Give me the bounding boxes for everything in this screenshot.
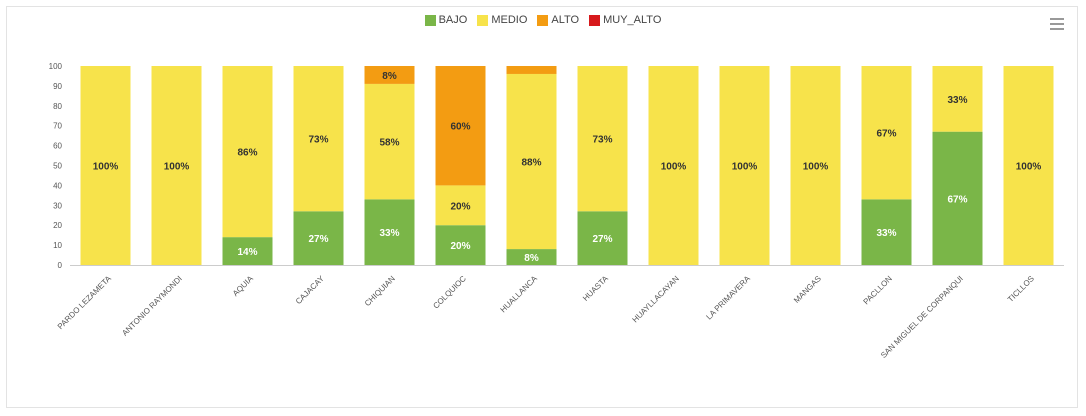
data-label: 88% (521, 158, 541, 169)
x-category-label: CHIQUIAN (363, 274, 397, 308)
legend-swatch (589, 14, 601, 26)
bar-segment-medio[interactable] (577, 66, 628, 212)
y-tick-label: 50 (53, 162, 62, 171)
legend-label: BAJO (438, 14, 468, 26)
data-label: 20% (450, 201, 470, 212)
x-category-label: COLQUIOC (431, 274, 468, 311)
x-category-label: HUASTA (581, 274, 610, 303)
legend-label: ALTO (551, 14, 580, 26)
x-category-label: LA PRIMAVERA (704, 274, 752, 322)
bar-segment-medio[interactable] (719, 66, 770, 265)
bar-segment-medio[interactable] (293, 66, 344, 212)
bar-segment-bajo[interactable] (293, 211, 344, 265)
legend-item-medio[interactable]: MEDIO (477, 14, 527, 26)
chart-legend: BAJO MEDIO ALTO MUY_ALTO (0, 14, 1086, 26)
bar-segment-medio[interactable] (435, 185, 486, 226)
legend-item-alto[interactable]: ALTO (537, 14, 579, 26)
x-category-label: SAN MIGUEL DE CORPANQUI (879, 274, 965, 360)
data-label: 100% (93, 162, 119, 173)
legend-swatch (537, 14, 549, 26)
data-label: 33% (379, 228, 399, 239)
data-label: 100% (164, 162, 190, 173)
bar-segment-bajo[interactable] (932, 131, 983, 265)
data-label: 100% (661, 162, 687, 173)
x-category-label: TICLLOS (1006, 274, 1036, 304)
x-category-label: AQUIA (231, 274, 255, 298)
bar-segment-bajo[interactable] (364, 199, 415, 265)
x-category-label: PARDO LEZAMETA (56, 274, 114, 332)
y-tick-label: 80 (53, 102, 62, 111)
data-label: 73% (308, 135, 328, 146)
y-tick-label: 100 (49, 62, 63, 71)
bar-segment-medio[interactable] (80, 66, 131, 265)
bar-segment-medio[interactable] (932, 66, 983, 132)
x-category-label: HUALLANCA (499, 274, 540, 315)
data-label: 8% (524, 253, 539, 264)
data-label: 100% (732, 162, 758, 173)
bar-segment-alto[interactable] (435, 66, 486, 186)
bar-segment-medio[interactable] (364, 83, 415, 200)
x-category-label: HUAYLLACAYAN (631, 274, 682, 325)
data-label: 20% (450, 241, 470, 252)
bar-segment-bajo[interactable] (435, 225, 486, 265)
bar-segment-alto[interactable] (506, 66, 557, 74)
y-tick-label: 70 (53, 122, 62, 131)
data-label: 86% (237, 148, 257, 159)
x-category-label: MANGAS (792, 274, 823, 305)
x-category-label: PACLLON (862, 274, 895, 307)
legend-label: MUY_ALTO (603, 14, 662, 26)
data-label: 73% (592, 135, 612, 146)
legend-label: MEDIO (491, 14, 528, 26)
bar-segment-medio[interactable] (648, 66, 699, 265)
bar-segment-medio[interactable] (222, 66, 273, 238)
bar-segment-bajo[interactable] (861, 199, 912, 265)
data-label: 33% (947, 95, 967, 106)
data-label: 67% (876, 129, 896, 140)
data-label: 33% (876, 228, 896, 239)
data-label: 27% (308, 234, 328, 245)
bar-segment-medio[interactable] (1003, 66, 1054, 265)
data-label: 100% (1016, 162, 1042, 173)
data-label: 67% (947, 194, 967, 205)
bar-segment-bajo[interactable] (577, 211, 628, 265)
y-tick-label: 0 (58, 261, 63, 270)
y-tick-label: 60 (53, 142, 62, 151)
legend-item-bajo[interactable]: BAJO (424, 14, 468, 26)
data-label: 58% (379, 138, 399, 149)
bar-segment-bajo[interactable] (506, 249, 557, 265)
legend-swatch (424, 14, 436, 26)
data-label: 27% (592, 234, 612, 245)
bar-segment-medio[interactable] (506, 73, 557, 250)
hamburger-menu-icon[interactable] (1050, 18, 1064, 30)
x-category-label: ANTONIO RAYMONDI (120, 274, 184, 338)
y-tick-label: 20 (53, 221, 62, 230)
bar-segment-bajo[interactable] (222, 237, 273, 265)
data-label: 60% (450, 122, 470, 133)
bar-segment-medio[interactable] (151, 66, 202, 265)
x-category-label: CAJACAY (294, 274, 327, 307)
bar-segment-medio[interactable] (861, 66, 912, 200)
y-tick-label: 90 (53, 82, 62, 91)
legend-swatch (477, 14, 489, 26)
data-label: 8% (382, 71, 397, 82)
bar-segment-medio[interactable] (790, 66, 841, 265)
data-label: 100% (803, 162, 829, 173)
data-label: 14% (237, 247, 257, 258)
y-tick-label: 30 (53, 201, 62, 210)
y-tick-label: 10 (53, 241, 62, 250)
bar-segment-alto[interactable] (364, 66, 415, 84)
legend-item-muy-alto[interactable]: MUY_ALTO (589, 14, 661, 26)
y-tick-label: 40 (53, 181, 62, 190)
